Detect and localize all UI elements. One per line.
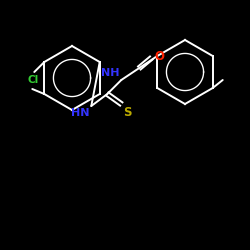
Text: HN: HN [71, 108, 89, 118]
Text: Cl: Cl [28, 75, 39, 85]
Text: NH: NH [101, 68, 119, 78]
Text: S: S [123, 106, 132, 119]
Text: O: O [154, 50, 164, 64]
